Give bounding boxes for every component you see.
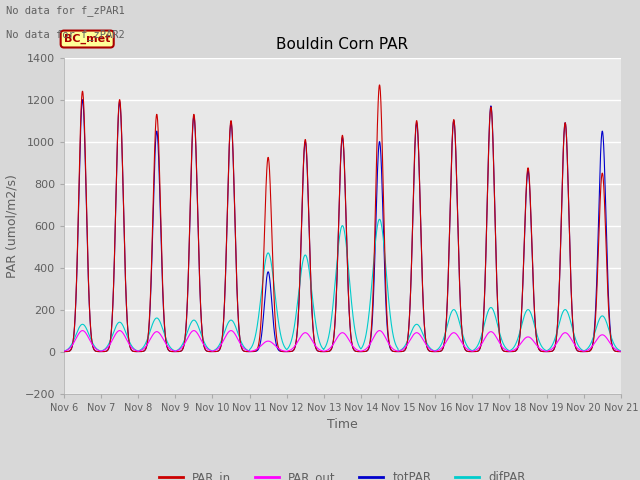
Text: No data for f_zPAR1: No data for f_zPAR1	[6, 5, 125, 16]
Text: BC_met: BC_met	[64, 34, 110, 44]
Text: No data for f̲zPAR2: No data for f̲zPAR2	[6, 29, 125, 40]
Title: Bouldin Corn PAR: Bouldin Corn PAR	[276, 37, 408, 52]
X-axis label: Time: Time	[327, 418, 358, 431]
Legend: PAR_in, PAR_out, totPAR, difPAR: PAR_in, PAR_out, totPAR, difPAR	[155, 466, 530, 480]
Y-axis label: PAR (umol/m2/s): PAR (umol/m2/s)	[6, 174, 19, 277]
